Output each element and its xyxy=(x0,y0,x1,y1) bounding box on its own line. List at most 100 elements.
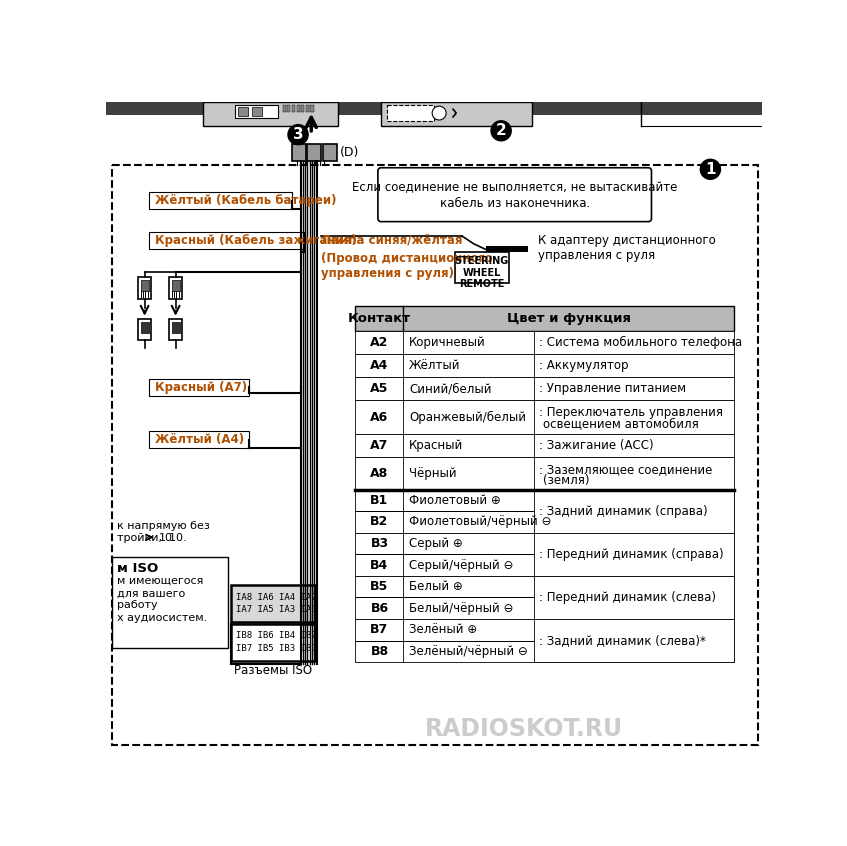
Circle shape xyxy=(700,159,721,179)
Circle shape xyxy=(491,121,512,140)
FancyBboxPatch shape xyxy=(141,280,148,291)
FancyBboxPatch shape xyxy=(112,558,229,648)
Text: Жёлтый: Жёлтый xyxy=(409,360,461,372)
Text: Белый ⊕: Белый ⊕ xyxy=(409,580,462,593)
Text: B1: B1 xyxy=(370,494,389,507)
Text: IB8 IB6 IB4 IB2: IB8 IB6 IB4 IB2 xyxy=(236,631,317,640)
Text: B7: B7 xyxy=(370,624,389,636)
Text: B8: B8 xyxy=(370,645,389,658)
FancyBboxPatch shape xyxy=(356,354,734,377)
Text: (Провод дистанционного
управления с руля): (Провод дистанционного управления с руля… xyxy=(321,252,493,280)
FancyBboxPatch shape xyxy=(138,277,151,299)
Text: 2: 2 xyxy=(495,124,507,138)
Text: Коричневый: Коричневый xyxy=(409,336,485,349)
Text: : Переключатель управления: : Переключатель управления xyxy=(539,406,723,420)
Circle shape xyxy=(288,124,308,145)
Text: м ISO: м ISO xyxy=(117,562,158,575)
Text: : Зажигание (АСС): : Зажигание (АСС) xyxy=(539,439,654,453)
Text: (земля): (земля) xyxy=(543,475,590,487)
FancyBboxPatch shape xyxy=(231,624,315,661)
Text: RADIOSKOT.RU: RADIOSKOT.RU xyxy=(425,717,623,740)
Text: тройки,  10.: тройки, 10. xyxy=(117,533,186,543)
Text: : Передний динамик (слева): : Передний динамик (слева) xyxy=(539,591,716,604)
Text: : Задний динамик (слева)*: : Задний динамик (слева)* xyxy=(539,634,706,647)
Text: A6: A6 xyxy=(370,410,389,424)
Text: IA8 IA6 IA4 IA2: IA8 IA6 IA4 IA2 xyxy=(236,593,317,602)
FancyBboxPatch shape xyxy=(356,490,734,511)
FancyBboxPatch shape xyxy=(148,192,292,209)
FancyBboxPatch shape xyxy=(378,168,651,222)
FancyBboxPatch shape xyxy=(202,102,338,126)
Text: B5: B5 xyxy=(370,580,389,593)
FancyBboxPatch shape xyxy=(534,533,734,576)
FancyBboxPatch shape xyxy=(169,277,182,299)
FancyBboxPatch shape xyxy=(235,105,278,118)
FancyBboxPatch shape xyxy=(323,144,337,161)
Text: Белый/чёрный ⊖: Белый/чёрный ⊖ xyxy=(409,602,513,615)
FancyBboxPatch shape xyxy=(106,102,762,115)
FancyBboxPatch shape xyxy=(356,640,734,662)
Text: х аудиосистем.: х аудиосистем. xyxy=(117,613,207,623)
Text: B6: B6 xyxy=(370,602,389,615)
Text: 10.: 10. xyxy=(158,533,176,543)
Text: B4: B4 xyxy=(370,558,389,572)
FancyBboxPatch shape xyxy=(172,321,180,332)
FancyBboxPatch shape xyxy=(287,106,291,112)
Text: Синий/белый: Синий/белый xyxy=(409,382,491,395)
FancyBboxPatch shape xyxy=(138,319,151,340)
Text: IB7 IB5 IB3 IB1: IB7 IB5 IB3 IB1 xyxy=(236,644,317,652)
Text: Если соединение не выполняется, не вытаскивайте
кабель из наконечника.: Если соединение не выполняется, не вытас… xyxy=(352,182,678,210)
FancyBboxPatch shape xyxy=(356,554,734,576)
FancyBboxPatch shape xyxy=(306,106,309,112)
FancyBboxPatch shape xyxy=(356,457,734,490)
FancyBboxPatch shape xyxy=(356,434,734,457)
Text: Серый/чёрный ⊖: Серый/чёрный ⊖ xyxy=(409,558,513,572)
FancyBboxPatch shape xyxy=(148,233,303,250)
FancyBboxPatch shape xyxy=(356,576,734,597)
Text: Оранжевый/белый: Оранжевый/белый xyxy=(409,410,526,424)
Text: : Передний динамик (справа): : Передний динамик (справа) xyxy=(539,547,723,561)
FancyBboxPatch shape xyxy=(356,511,734,533)
Text: B3: B3 xyxy=(370,537,389,550)
FancyBboxPatch shape xyxy=(455,252,509,283)
Text: Контакт: Контакт xyxy=(348,312,411,325)
Text: Фиолетовый/чёрный ⊖: Фиолетовый/чёрный ⊖ xyxy=(409,515,551,529)
FancyBboxPatch shape xyxy=(356,619,734,640)
FancyBboxPatch shape xyxy=(231,585,315,622)
Text: A7: A7 xyxy=(370,439,389,453)
Text: A2: A2 xyxy=(370,336,389,349)
FancyBboxPatch shape xyxy=(387,106,434,121)
Text: Красный: Красный xyxy=(409,439,463,453)
Text: Цвет и функция: Цвет и функция xyxy=(507,312,630,325)
Text: для вашего: для вашего xyxy=(117,588,185,598)
FancyBboxPatch shape xyxy=(252,107,263,116)
Text: Красный (А7): Красный (А7) xyxy=(155,381,246,393)
Text: Зелёный ⊕: Зелёный ⊕ xyxy=(409,624,477,636)
FancyBboxPatch shape xyxy=(356,533,734,554)
FancyBboxPatch shape xyxy=(148,431,249,448)
Text: IA7 IA5 IA3 IA1: IA7 IA5 IA3 IA1 xyxy=(236,605,317,614)
Text: : Управление питанием: : Управление питанием xyxy=(539,382,686,395)
Text: : Аккумулятор: : Аккумулятор xyxy=(539,360,628,372)
Text: Лампа синяя/жёлтая: Лампа синяя/жёлтая xyxy=(321,234,462,247)
FancyBboxPatch shape xyxy=(534,490,734,533)
Text: Жёлтый (Кабель батареи): Жёлтый (Кабель батареи) xyxy=(155,195,336,207)
Text: освещением автомобиля: освещением автомобиля xyxy=(543,417,699,431)
FancyBboxPatch shape xyxy=(302,106,304,112)
Circle shape xyxy=(432,106,446,120)
FancyBboxPatch shape xyxy=(169,319,182,340)
Text: B2: B2 xyxy=(370,515,389,529)
Text: STEERING
WHEEL
REMOTE: STEERING WHEEL REMOTE xyxy=(455,256,509,289)
Text: : Заземляющее соединение: : Заземляющее соединение xyxy=(539,464,712,476)
FancyBboxPatch shape xyxy=(172,280,180,291)
Text: м имеющегося: м имеющегося xyxy=(117,576,203,585)
FancyBboxPatch shape xyxy=(356,331,734,354)
Text: : Задний динамик (справа): : Задний динамик (справа) xyxy=(539,505,708,518)
Text: 1: 1 xyxy=(705,162,716,177)
Text: A8: A8 xyxy=(370,467,389,480)
Text: Зелёный/чёрный ⊖: Зелёный/чёрный ⊖ xyxy=(409,645,528,658)
FancyBboxPatch shape xyxy=(283,106,285,112)
FancyBboxPatch shape xyxy=(534,619,734,662)
FancyBboxPatch shape xyxy=(485,246,529,252)
FancyBboxPatch shape xyxy=(534,576,734,619)
